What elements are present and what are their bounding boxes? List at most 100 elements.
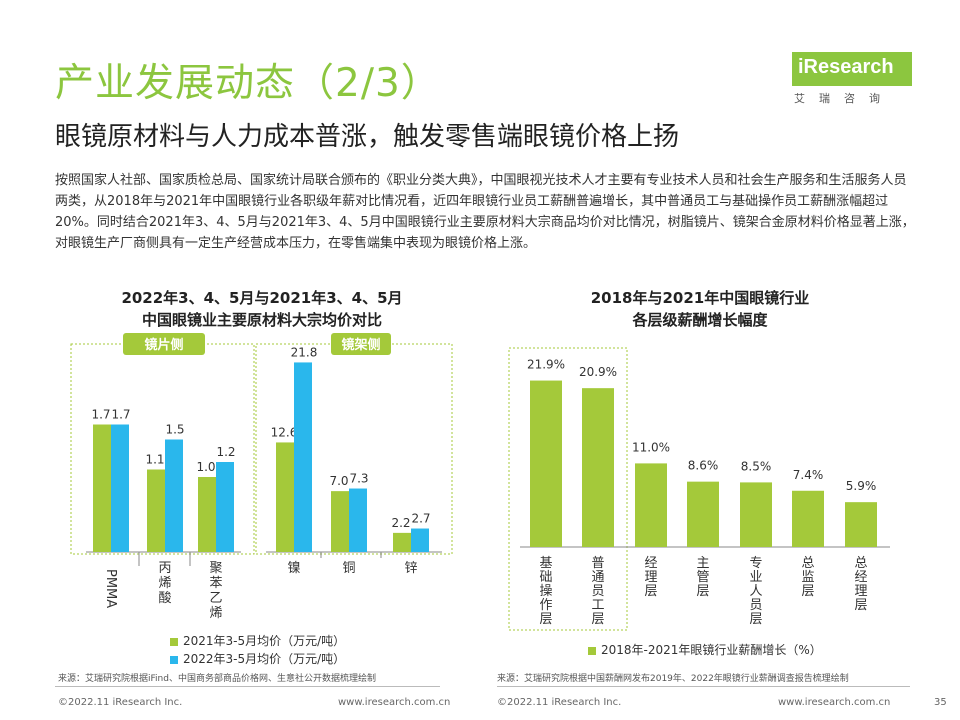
value-label-2021-0: 1.7 (91, 408, 110, 422)
value-label-2021-4: 7.0 (329, 474, 348, 488)
category-label-2-char-0: 聚 (209, 561, 222, 576)
page-title: 产业发展动态（2/3） (55, 61, 441, 106)
right-legend-swatch (588, 646, 596, 655)
category-label-salary-5-char-1: 监 (801, 570, 814, 585)
category-label-salary-0-char-0: 基 (539, 556, 552, 571)
category-label-salary-4-char-3: 员 (749, 598, 762, 613)
footer-rule-right (497, 686, 910, 687)
category-label-salary-3-char-0: 主 (696, 556, 709, 571)
right-chart-title-line1: 2018年与2021年中国眼镜行业 (590, 289, 810, 307)
group-tag-1 (331, 333, 391, 355)
left-legend-2021: 2021年3-5月均价（万元/吨） (170, 632, 345, 649)
footer-copyright-left: ©2022.11 iResearch Inc. (58, 697, 183, 708)
value-label-2022-3: 21.8 (291, 345, 318, 359)
category-label-salary-1-char-4: 层 (591, 612, 604, 627)
category-label-salary-1-char-3: 工 (591, 598, 604, 613)
category-label-salary-4-char-0: 专 (749, 556, 762, 571)
value-label-salary-3: 8.6% (688, 459, 719, 473)
category-label-salary-1-char-0: 普 (591, 556, 604, 571)
category-label-salary-4-char-1: 业 (749, 570, 762, 585)
bar-2021-5 (393, 532, 411, 552)
bar-2022-5 (411, 528, 429, 552)
right-legend: 2018年-2021年眼镜行业薪酬增长（%） (588, 641, 822, 658)
left-chart-title-line1: 2022年3、4、5月与2021年3、4、5月 (121, 289, 403, 307)
category-label-salary-3-char-2: 层 (696, 584, 709, 599)
bar-salary-6 (845, 502, 877, 547)
footer-copyright-right: ©2022.11 iResearch Inc. (497, 697, 622, 708)
category-label-salary-6-char-0: 总 (854, 556, 867, 571)
value-label-2021-5: 2.2 (391, 516, 410, 530)
category-label-salary-0-char-2: 操 (539, 583, 552, 599)
value-label-salary-1: 20.9% (579, 365, 617, 379)
bar-2021-4 (331, 491, 349, 552)
category-label-salary-5-char-0: 总 (801, 556, 814, 571)
left-legend-2022: 2022年3-5月均价（万元/吨） (170, 650, 345, 667)
intro-paragraph: 按照国家人社部、国家质检总局、国家统计局联合颁布的《职业分类大典》，中国眼视光技… (55, 173, 915, 251)
iresearch-logo: iResearch 艾瑞咨询 (786, 52, 912, 108)
value-label-2021-2: 1.0 (196, 460, 215, 474)
bar-salary-1 (582, 388, 614, 547)
category-label-salary-6-char-3: 层 (854, 598, 867, 613)
category-label-2-char-1: 苯 (209, 576, 222, 591)
category-label-salary-2-char-2: 层 (644, 584, 657, 599)
category-label-salary-5-char-2: 层 (801, 584, 814, 599)
category-label-salary-0-char-4: 层 (539, 612, 552, 627)
category-label-salary-0-char-1: 础 (539, 570, 552, 585)
category-label-salary-6-char-1: 经 (854, 570, 867, 585)
right-chart-title-line2: 各层级薪酬增长幅度 (632, 311, 768, 329)
bar-2021-1 (147, 469, 165, 552)
group-tag-0 (123, 333, 205, 355)
logo-text: iResearch (798, 56, 894, 78)
value-label-salary-4: 8.5% (741, 459, 772, 473)
category-label-2-char-3: 烯 (209, 606, 222, 621)
value-label-salary-5: 7.4% (793, 468, 824, 482)
page-subtitle: 眼镜原材料与人力成本普涨，触发零售端眼镜价格上扬 (55, 122, 680, 152)
value-label-salary-6: 5.9% (846, 479, 877, 493)
category-label-5: 锌 (404, 561, 417, 576)
category-label-salary-6-char-2: 理 (854, 584, 867, 599)
category-label-salary-4-char-2: 人 (749, 584, 762, 599)
category-label-salary-4-char-4: 层 (749, 612, 762, 627)
value-label-2022-5: 2.7 (411, 512, 430, 526)
value-label-2022-2: 1.2 (216, 445, 235, 459)
bar-2022-3 (294, 362, 312, 552)
category-label-salary-0-char-3: 作 (539, 598, 552, 613)
group-tag-label-0: 镜片侧 (144, 337, 183, 353)
right-source: 来源：艾瑞研究院根据中国薪酬网发布2019年、2022年眼镜行业薪酬调查报告梳理… (497, 674, 849, 684)
bar-2022-4 (349, 488, 367, 552)
group-frame-0 (70, 343, 255, 555)
category-label-4: 铜 (342, 561, 355, 576)
right-chart-title: 2018年与2021年中国眼镜行业 各层级薪酬增长幅度 (500, 287, 900, 331)
category-label-1-char-0: 丙 (158, 561, 171, 576)
bar-2021-2 (198, 477, 216, 552)
bar-salary-5 (792, 490, 824, 547)
value-label-salary-2: 11.0% (632, 440, 670, 454)
bar-2022-0 (111, 424, 129, 552)
left-legend-label-2021: 2021年3-5月均价（万元/吨） (183, 634, 346, 648)
value-label-2022-4: 7.3 (349, 472, 368, 486)
left-source: 来源：艾瑞研究院根据iFind、中国商务部商品价格网、生意社公开数据梳理绘制 (58, 674, 376, 684)
category-label-salary-2-char-1: 理 (644, 570, 657, 585)
group-tag-label-1: 镜架侧 (341, 337, 380, 353)
bar-salary-3 (687, 481, 719, 547)
value-label-2021-1: 1.1 (145, 453, 164, 467)
category-label-salary-3-char-1: 管 (696, 570, 709, 585)
logo-badge (792, 52, 912, 86)
footer-url-left: www.iresearch.com.cn (338, 697, 451, 708)
bar-salary-2 (635, 463, 667, 547)
left-legend-swatch-2021 (170, 637, 178, 646)
category-label-1-char-2: 酸 (158, 591, 171, 606)
value-label-salary-0: 21.9% (527, 358, 565, 372)
category-label-2-char-2: 乙 (209, 591, 222, 606)
bar-2021-3 (276, 442, 294, 552)
bar-2021-0 (93, 424, 111, 552)
left-legend-swatch-2022 (170, 655, 178, 664)
left-chart-title-line2: 中国眼镜业主要原材料大宗均价对比 (141, 311, 382, 329)
category-label-salary-1-char-2: 员 (591, 584, 604, 599)
bar-salary-4 (740, 482, 772, 547)
bar-2022-1 (165, 439, 183, 552)
bar-2022-2 (216, 462, 234, 552)
value-label-2021-3: 12.6 (271, 425, 298, 439)
